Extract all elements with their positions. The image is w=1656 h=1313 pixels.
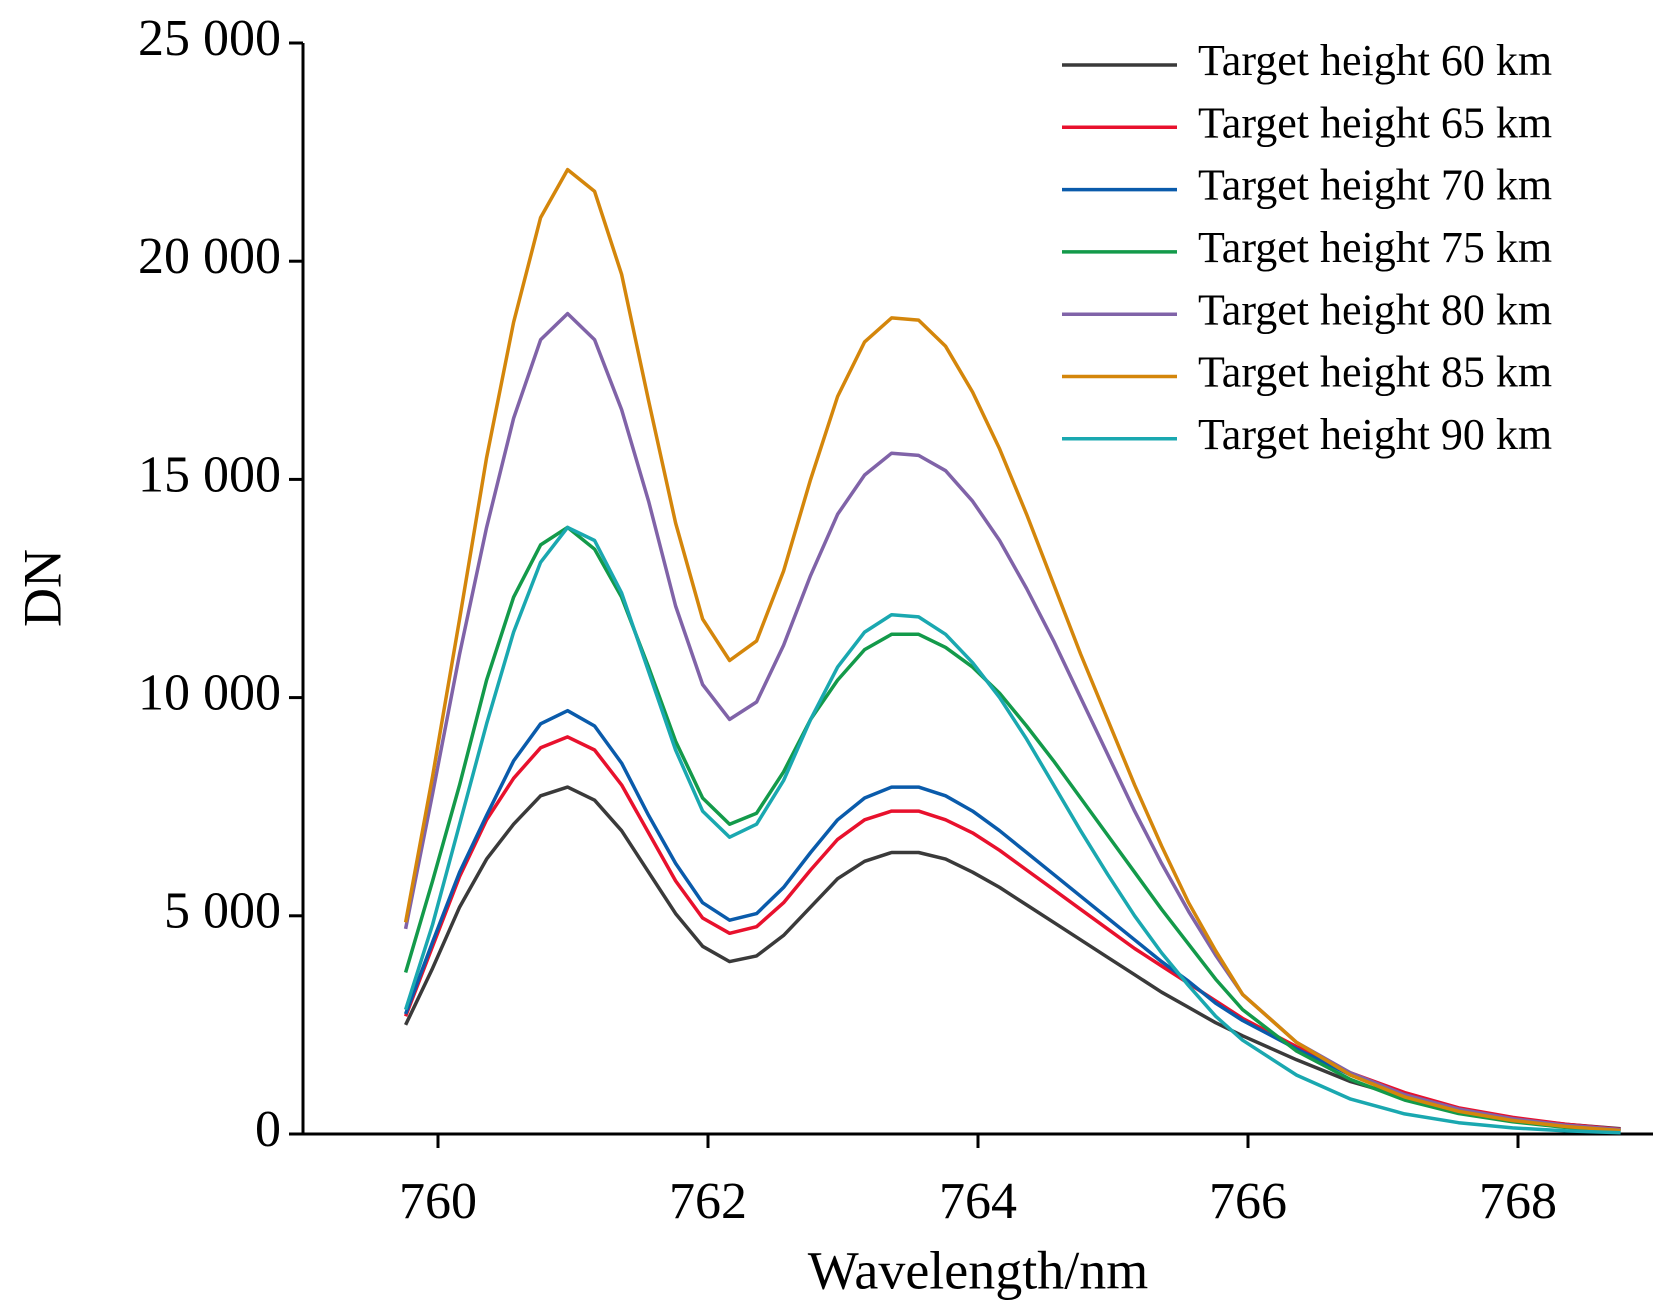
y-tick-label: 25 000 [138,10,281,67]
series-line [403,525,1621,1135]
y-tick-label: 5 000 [164,883,281,940]
legend-label: Target height 75 km [1198,223,1552,272]
y-tick-label: 20 000 [138,228,281,285]
legend-label: Target height 70 km [1198,161,1552,210]
x-tick-label: 760 [399,1173,477,1230]
legend-label: Target height 65 km [1198,98,1552,147]
x-tick-label: 766 [1209,1173,1287,1230]
legend-label: Target height 85 km [1198,348,1552,397]
legend-label: Target height 60 km [1198,36,1552,85]
x-tick-label: 768 [1479,1173,1557,1230]
series-line [403,525,1621,1133]
x-axis-label: Wavelength/nm [808,1240,1149,1300]
legend-label: Target height 90 km [1198,410,1552,459]
x-tick-label: 764 [939,1173,1017,1230]
y-tick-label: 0 [255,1101,281,1158]
series-line [404,785,1621,1131]
y-tick-label: 10 000 [138,665,281,722]
y-tick-label: 15 000 [138,446,281,503]
series-line [403,167,1621,1133]
series-line [403,708,1621,1133]
y-axis-label: DN [12,549,72,627]
legend-label: Target height 80 km [1198,285,1552,334]
x-tick-label: 762 [669,1173,747,1230]
